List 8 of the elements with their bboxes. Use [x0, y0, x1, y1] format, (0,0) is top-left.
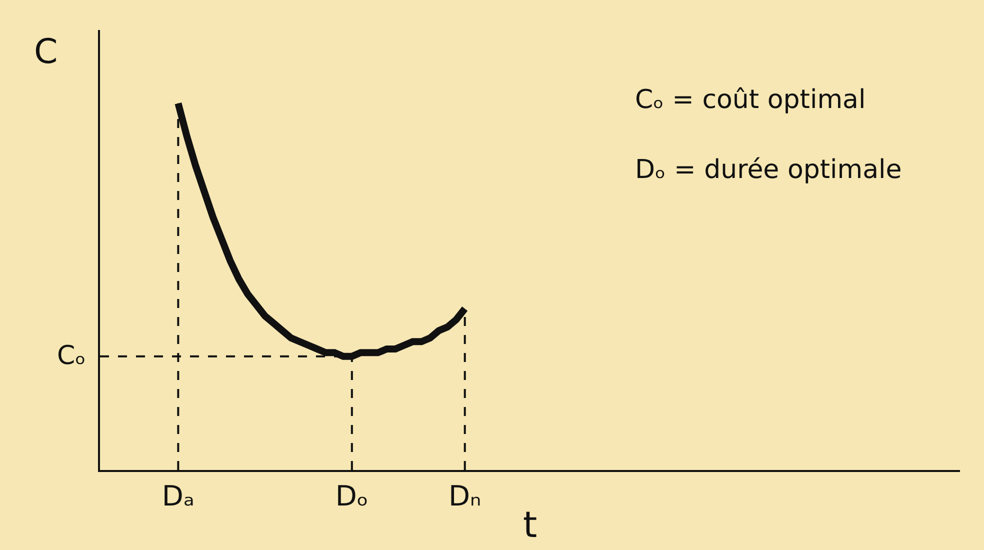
text: Cₒ = coût optimal — [635, 85, 866, 115]
y-axis-title: C — [34, 32, 58, 72]
x-tick-label: Dₙ — [448, 480, 482, 513]
x-tick-label: Dₐ — [162, 480, 194, 513]
x-axis-title: t — [522, 504, 538, 546]
ref-line-label: Cₒ — [57, 341, 86, 371]
x-tick-label: Dₒ — [335, 480, 368, 513]
text: Dₒ = durée optimale — [635, 155, 902, 185]
